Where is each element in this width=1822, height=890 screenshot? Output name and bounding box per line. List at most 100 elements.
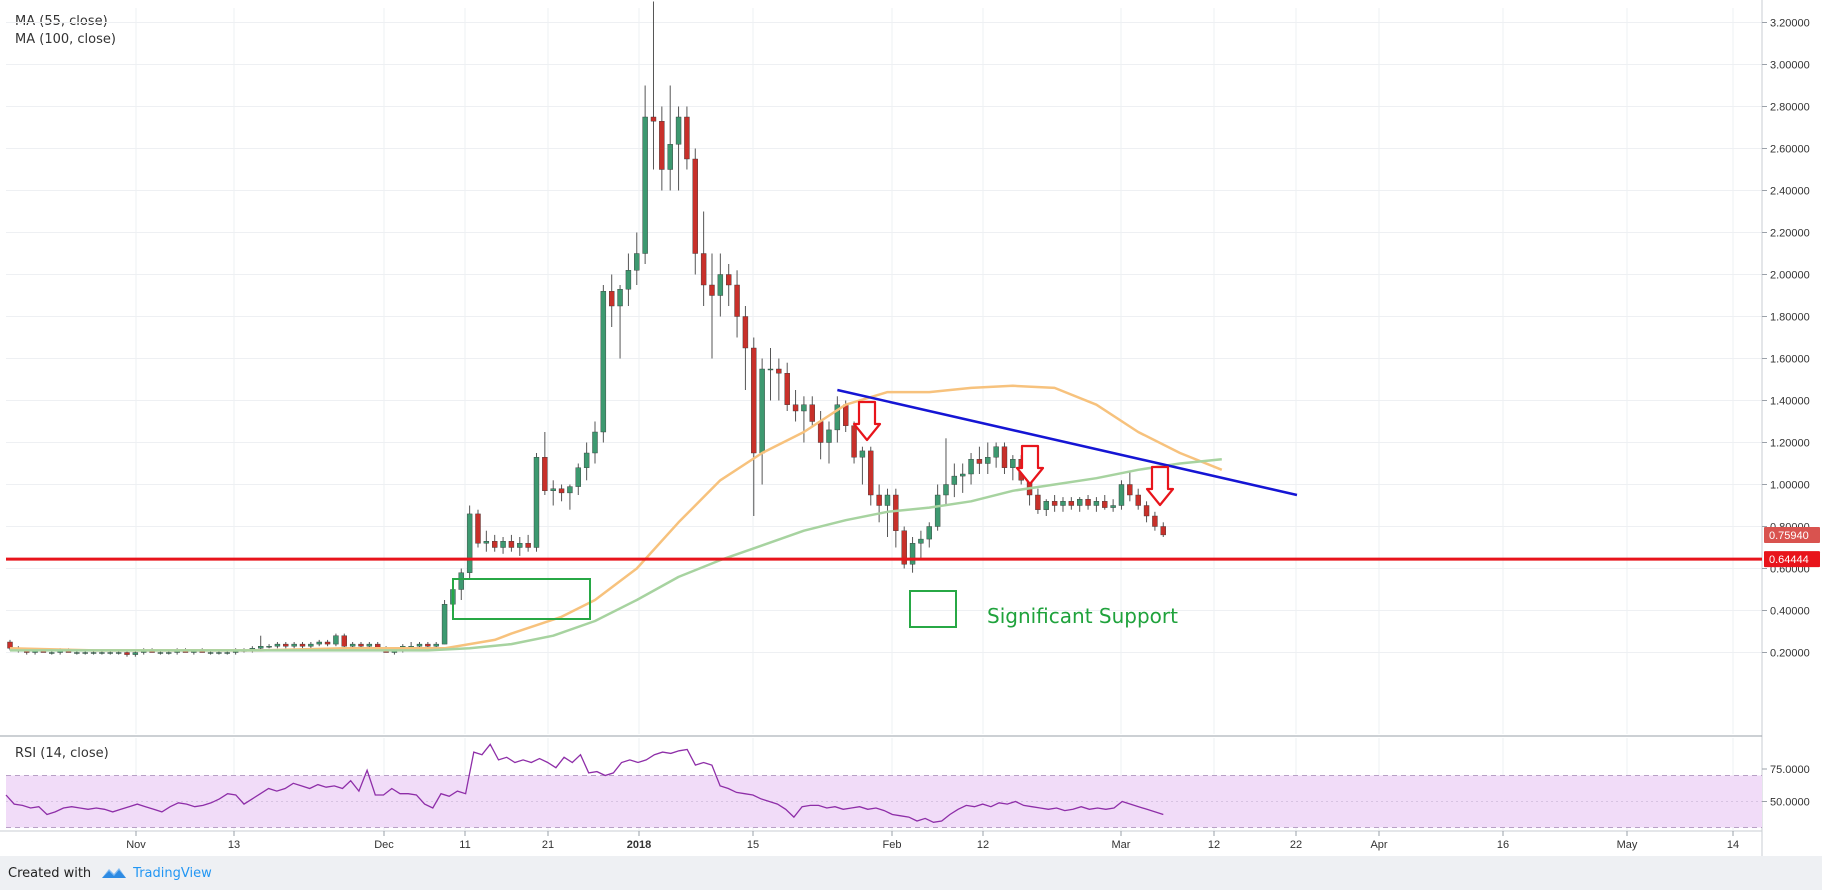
candle-body (107, 652, 113, 654)
last-price-tag: 0.75940 (1764, 527, 1820, 544)
candle-body (90, 652, 97, 654)
candle-body (157, 652, 164, 654)
candle-body (767, 368, 774, 371)
candle (617, 285, 623, 359)
candle (742, 306, 749, 390)
candle-body (650, 116, 657, 122)
tradingview-link[interactable]: TradingView (101, 866, 212, 881)
candle (508, 534, 515, 552)
candle (692, 148, 698, 275)
candle-body (1076, 499, 1083, 506)
candle-body (274, 643, 281, 647)
candle (274, 642, 281, 649)
x-axis-labels: Nov 13 Dec 11 21 2018 15 Feb 12 Mar 12 22 Apr 16 May 14 (126, 831, 1739, 851)
candle (291, 642, 297, 649)
candle (959, 463, 966, 493)
candle (784, 362, 790, 411)
candle-body (834, 404, 841, 431)
candle-body (216, 652, 222, 654)
candle (726, 264, 732, 306)
candle (985, 442, 991, 474)
candle (1035, 488, 1041, 514)
candle-body (258, 646, 264, 649)
candle-body (884, 494, 891, 506)
candle (500, 537, 506, 554)
y-tick-label: 2.80000 (1770, 102, 1810, 114)
y-tick-label: 2.40000 (1770, 186, 1810, 198)
candle-body (207, 652, 214, 654)
candle-body (349, 643, 356, 647)
y-tick-label: 2.60000 (1770, 144, 1810, 156)
candle-body (1068, 501, 1075, 506)
candle (1085, 495, 1091, 510)
candle-body (776, 368, 782, 374)
y-tick-label: 2.00000 (1770, 270, 1810, 282)
x-tick-label: 12 (977, 839, 989, 851)
grid-lines (6, 8, 1762, 830)
candle-body (642, 116, 648, 254)
x-tick-label: Feb (883, 839, 902, 851)
candle (901, 526, 907, 569)
candle-body (709, 284, 715, 296)
candle (1118, 480, 1125, 510)
candle-body (475, 513, 481, 544)
candle-body (558, 488, 565, 494)
candle-body (433, 643, 439, 647)
x-tick-label: Dec (374, 839, 394, 851)
candle-body (500, 541, 506, 548)
candle-body (1127, 484, 1133, 496)
candle (684, 106, 690, 170)
candle (876, 484, 882, 523)
y-tick-label: 2.20000 (1770, 228, 1810, 240)
candle-body (1102, 501, 1108, 508)
candle-body (868, 450, 874, 496)
x-tick-label: Mar (1112, 839, 1131, 851)
candle-body (985, 457, 991, 464)
candle-body (893, 494, 899, 531)
candle-body (876, 494, 882, 506)
candle-body (1001, 446, 1008, 468)
candle (792, 390, 799, 422)
candle (801, 396, 807, 443)
x-tick-label: 2018 (627, 839, 651, 851)
candle (976, 446, 983, 474)
candle-body (132, 652, 139, 655)
candle (993, 442, 999, 468)
candle (893, 488, 899, 548)
last-price-tag-bg (1764, 527, 1820, 544)
candle-body (843, 404, 849, 426)
candle-body (918, 538, 924, 544)
candle (634, 232, 640, 285)
candle (667, 85, 673, 191)
x-tick-label: 12 (1208, 839, 1220, 851)
candle-body (792, 404, 799, 412)
ma100-line (10, 458, 1222, 652)
significant-support-annotation: Significant Support (987, 604, 1178, 628)
candle-body (993, 446, 999, 458)
candle (466, 505, 473, 579)
candle-body (726, 274, 732, 286)
candle (583, 442, 590, 481)
support-box-february (909, 590, 957, 628)
candle-body (441, 604, 448, 645)
candle (1043, 499, 1049, 516)
candle-body (943, 484, 949, 496)
candle-body (717, 274, 724, 296)
price-chart[interactable]: 0.200000.400000.600000.800001.000001.200… (0, 0, 1822, 856)
candle (826, 421, 832, 464)
down-arrow-icon (1015, 444, 1045, 486)
candle-body (667, 144, 673, 170)
candle (1068, 497, 1075, 510)
candle-body (483, 541, 490, 544)
y-tick-label: 1.20000 (1770, 438, 1810, 450)
candle (266, 644, 272, 649)
candle-body (567, 486, 573, 494)
candle-body (851, 425, 857, 458)
candle-body (959, 473, 966, 477)
candle (943, 438, 949, 506)
candle (558, 484, 565, 502)
candle-body (909, 543, 916, 565)
candle (675, 106, 682, 191)
candle (324, 639, 331, 647)
tradingview-logo-icon (102, 868, 127, 878)
